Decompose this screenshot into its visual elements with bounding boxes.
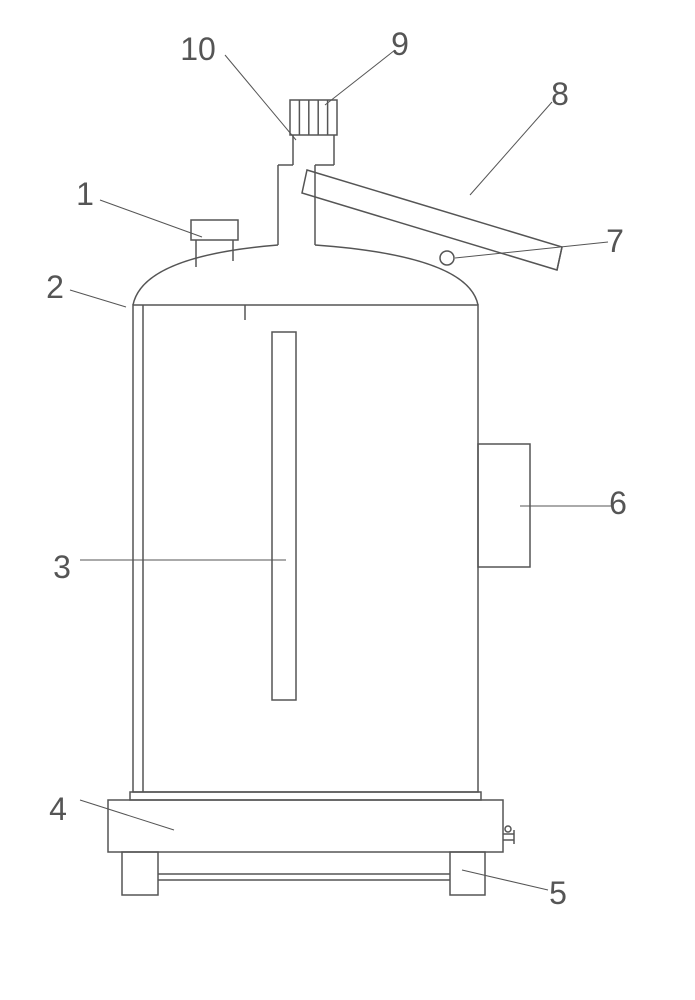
technical-diagram: 1 2 3 4 5 6 7 8 9 10 bbox=[0, 0, 695, 1000]
label-9: 9 bbox=[391, 26, 409, 62]
label-3: 3 bbox=[53, 549, 71, 585]
label-7: 7 bbox=[606, 223, 624, 259]
label-2: 2 bbox=[46, 269, 64, 305]
label-8: 8 bbox=[551, 76, 569, 112]
label-5: 5 bbox=[549, 875, 567, 911]
label-4: 4 bbox=[49, 791, 67, 827]
label-6: 6 bbox=[609, 485, 627, 521]
label-1: 1 bbox=[76, 176, 94, 212]
diagram-svg: 1 2 3 4 5 6 7 8 9 10 bbox=[0, 0, 695, 1000]
label-10: 10 bbox=[180, 31, 216, 67]
